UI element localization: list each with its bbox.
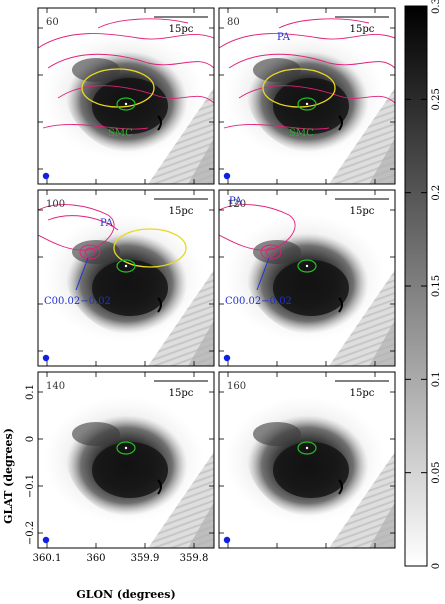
y-axis-label: GLAT (degrees) — [2, 428, 15, 524]
colorbar-tick-label: 0 — [431, 563, 442, 569]
colorbar-tick-label: 0.3 — [431, 0, 442, 14]
y-tick-label: −0.1 — [25, 474, 36, 498]
pa-label: PA — [229, 196, 243, 207]
cloud-label: C00.02−0.02 — [225, 296, 292, 307]
contour-lines — [219, 18, 395, 130]
core-ellipse-green — [116, 97, 136, 111]
pa-label: PA — [100, 218, 114, 229]
velocity-label: 120 — [227, 199, 246, 210]
beam-marker — [42, 172, 50, 180]
y-tick-label: −0.2 — [25, 521, 36, 545]
velocity-label: 80 — [227, 17, 240, 28]
panel-frame — [218, 189, 396, 367]
velocity-label: 140 — [46, 381, 65, 392]
scale-label: 15pc — [350, 388, 375, 399]
channel-panel: 15pc 100 PA C00.02−0.02 — [37, 189, 215, 367]
channel-panel: 15pc 160 — [218, 371, 396, 549]
panel-grid: 15pc 60 SMC 15pc 80 SMC PA 15pc 100 PA C00.02−0.02… — [25, 7, 396, 564]
pa-label: PA — [277, 32, 291, 43]
core-ellipse-green — [297, 441, 317, 455]
y-tick-label: 0.1 — [25, 384, 36, 400]
x-axis-label: GLON (degrees) — [76, 588, 175, 601]
cloud-label: C00.02−0.02 — [44, 296, 111, 307]
smc-label: SMC — [108, 128, 133, 139]
x-tick-label: 359.8 — [180, 553, 209, 564]
beam-marker — [223, 172, 231, 180]
colorbar-ticks: 0 0.05 0.1 0.15 0.2 0.25 0.3 — [405, 0, 442, 569]
panel-frame — [218, 7, 396, 185]
colorbar: 0 0.05 0.1 0.15 0.2 0.25 0.3 — [404, 0, 442, 569]
scale-label: 15pc — [350, 24, 375, 35]
smc-label: SMC — [289, 128, 314, 139]
colorbar-tick-label: 0.25 — [431, 88, 442, 110]
beam-marker — [223, 354, 231, 362]
x-tick-label: 360 — [86, 553, 105, 564]
contour-lines — [38, 18, 214, 130]
x-tick-label: 359.9 — [131, 553, 160, 564]
panel-frame — [37, 371, 215, 549]
y-tick-label: 0 — [25, 436, 36, 442]
channel-panel: 15pc 60 SMC — [37, 7, 215, 185]
core-ellipse-green — [116, 259, 136, 273]
scale-label: 15pc — [169, 206, 194, 217]
panel-frame — [37, 189, 215, 367]
channel-panel: 15pc 140 — [37, 371, 215, 549]
velocity-label: 160 — [227, 381, 246, 392]
colorbar-tick-label: 0.15 — [431, 275, 442, 297]
velocity-label: 100 — [46, 199, 65, 210]
core-ellipse-green — [297, 97, 317, 111]
colorbar-tick-label: 0.2 — [431, 185, 442, 201]
panel-frame — [218, 371, 396, 549]
core-ellipse-green — [297, 259, 317, 273]
scale-label: 15pc — [169, 24, 194, 35]
colorbar-tick-label: 0.05 — [431, 462, 442, 484]
beam-marker — [42, 354, 50, 362]
panel-frame — [37, 7, 215, 185]
contour-lines — [38, 204, 119, 260]
velocity-label: 60 — [46, 17, 59, 28]
contour-lines — [219, 204, 296, 260]
region-ellipse-yellow — [113, 228, 187, 268]
scale-label: 15pc — [169, 388, 194, 399]
core-ellipse-green — [116, 441, 136, 455]
scale-label: 15pc — [350, 206, 375, 217]
x-tick-label: 360.1 — [33, 553, 62, 564]
channel-panel: 15pc 80 SMC PA — [218, 7, 396, 185]
beam-marker — [223, 536, 231, 544]
colorbar-tick-label: 0.1 — [431, 371, 442, 387]
beam-marker — [42, 536, 50, 544]
